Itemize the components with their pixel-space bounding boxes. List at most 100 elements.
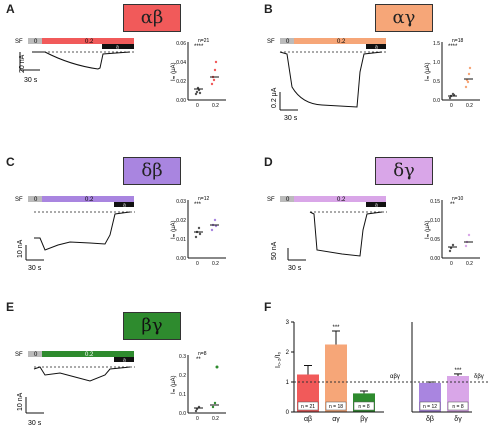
stars-label-4: *** — [454, 368, 462, 374]
y-tick-label-f: 2 — [286, 350, 290, 356]
n-box-1 — [325, 401, 347, 411]
svg-text:0.00: 0.00 — [176, 98, 186, 104]
panel-letter-a: A — [6, 2, 15, 16]
stim-bar-a — [42, 38, 134, 44]
svg-text:0.2 μA: 0.2 μA — [271, 87, 278, 108]
svg-text:30 s: 30 s — [284, 115, 298, 122]
svg-text:a: a — [375, 203, 378, 209]
svg-text:****: **** — [448, 44, 458, 50]
ref-label-dbg: δβγ — [474, 374, 484, 380]
svg-text:30 s: 30 s — [288, 265, 302, 272]
dotplot-e: n=8 ** 0.0 0.1 0.2 0.3 0 0.2 Iₘ (μA) — [171, 351, 226, 422]
dotplot-c: n=12 *** 0.00 0.01 0.02 0.03 0 0.2 Iₘ (μA… — [171, 196, 226, 267]
category-label-0: αβ — [304, 416, 312, 423]
svg-text:0: 0 — [34, 197, 38, 203]
mark-a: a — [116, 45, 119, 51]
svg-text:a: a — [123, 358, 126, 364]
ylabel-a: Iₘ (μA) — [171, 62, 177, 81]
n-a: n=21 — [198, 38, 209, 44]
bar-1 — [325, 344, 347, 412]
svg-text:0: 0 — [196, 261, 199, 267]
sf-label: SF — [15, 39, 23, 45]
panel-letter-f: F — [264, 300, 272, 314]
n-label-4: n = 8 — [452, 404, 463, 410]
svg-text:0.1: 0.1 — [179, 392, 186, 398]
svg-text:0.00: 0.00 — [430, 256, 440, 262]
svg-text:0.01: 0.01 — [176, 237, 186, 243]
n-label-1: n = 18 — [329, 404, 343, 410]
svg-text:0.2: 0.2 — [466, 261, 473, 267]
stars-a: **** — [194, 44, 204, 50]
category-label-2: βγ — [360, 416, 368, 423]
svg-text:a: a — [375, 45, 378, 51]
ref-label-abg: αβγ — [390, 374, 400, 380]
svg-text:0.2: 0.2 — [337, 197, 346, 203]
conc-0: 0 — [34, 39, 38, 45]
category-label-1: αγ — [332, 416, 340, 423]
dotplot-a: n=21 **** 0.00 0.02 0.04 0.06 0 0.2 Iₘ (μ… — [171, 38, 226, 109]
y-ticks-f: 0 1 2 3 — [286, 320, 294, 416]
panel-title-a: αβ — [123, 4, 181, 32]
svg-text:0.2: 0.2 — [85, 352, 94, 358]
n-label-3: n = 12 — [423, 404, 437, 410]
trace-e: SF 0 0.2 a 10 nA 30 s — [15, 351, 135, 427]
stars-label-1: *** — [332, 325, 340, 331]
svg-text:0.2: 0.2 — [85, 197, 94, 203]
svg-text:0: 0 — [450, 103, 453, 109]
svg-text:SF: SF — [267, 39, 275, 45]
svg-text:0.2: 0.2 — [179, 373, 186, 379]
panel-title-e: βγ — [123, 312, 181, 340]
svg-text:0: 0 — [34, 352, 38, 358]
y-tick-label-f: 1 — [286, 380, 290, 386]
panel-title-b: αγ — [375, 4, 433, 32]
svg-text:1.0: 1.0 — [433, 60, 440, 66]
stim-bar-b — [294, 38, 386, 44]
y-tick-label-f: 0 — [286, 410, 290, 416]
svg-text:0.2: 0.2 — [212, 416, 219, 422]
svg-text:n=8: n=8 — [198, 351, 207, 357]
svg-text:**: ** — [196, 357, 201, 363]
svg-text:30 s: 30 s — [28, 265, 42, 272]
svg-text:1.5: 1.5 — [433, 41, 440, 47]
svg-text:0.3: 0.3 — [179, 354, 186, 360]
panel-title-c: δβ — [123, 157, 181, 185]
n-label-2: n = 8 — [358, 404, 369, 410]
panel-letter-b: B — [264, 2, 273, 16]
svg-text:0.0: 0.0 — [433, 98, 440, 104]
panel-title-d: δγ — [375, 157, 433, 185]
svg-text:0.15: 0.15 — [430, 199, 440, 205]
svg-text:Iₘ (μA): Iₘ (μA) — [171, 220, 177, 239]
stim-bar-e — [42, 351, 134, 357]
panel-letter-d: D — [264, 155, 273, 169]
trace-a: SF 0 0.2 a 20 nA 30 s — [15, 38, 135, 84]
scale-x-a: 30 s — [24, 77, 38, 84]
svg-text:Iₘ (μA): Iₘ (μA) — [425, 220, 431, 239]
svg-text:0.2: 0.2 — [466, 103, 473, 109]
svg-text:**: ** — [450, 202, 455, 208]
scale-y-a: 20 nA — [19, 54, 26, 73]
svg-text:10 nA: 10 nA — [17, 392, 24, 411]
svg-text:0.03: 0.03 — [176, 199, 186, 205]
svg-text:0.00: 0.00 — [176, 256, 186, 262]
svg-text:0.06: 0.06 — [176, 41, 186, 47]
trace-c: SF 0 0.2 a 10 nA 30 s — [15, 196, 135, 272]
n-label-0: n = 21 — [301, 404, 315, 410]
stim-bar-d — [294, 196, 386, 202]
trace-b: SF 0 0.2 a 0.2 μA 30 s — [267, 38, 387, 122]
svg-text:0.2: 0.2 — [212, 261, 219, 267]
svg-text:SF: SF — [15, 352, 23, 358]
dotplot-d: n=10 ** 0.00 0.05 0.10 0.15 0 0.2 Iₘ (μA) — [425, 196, 480, 267]
svg-text:0.05: 0.05 — [430, 237, 440, 243]
svg-text:0: 0 — [450, 261, 453, 267]
svg-text:0.5: 0.5 — [433, 79, 440, 85]
svg-text:50 nA: 50 nA — [271, 241, 278, 260]
svg-text:***: *** — [194, 202, 202, 208]
svg-text:0.2: 0.2 — [337, 39, 346, 45]
svg-text:n=10: n=10 — [452, 196, 463, 202]
panel-letter-e: E — [6, 300, 15, 314]
svg-text:0.04: 0.04 — [176, 60, 186, 66]
conc-02: 0.2 — [85, 39, 94, 45]
svg-text:10 nA: 10 nA — [17, 239, 24, 258]
svg-text:0.0: 0.0 — [179, 411, 186, 417]
svg-text:0: 0 — [196, 103, 199, 109]
